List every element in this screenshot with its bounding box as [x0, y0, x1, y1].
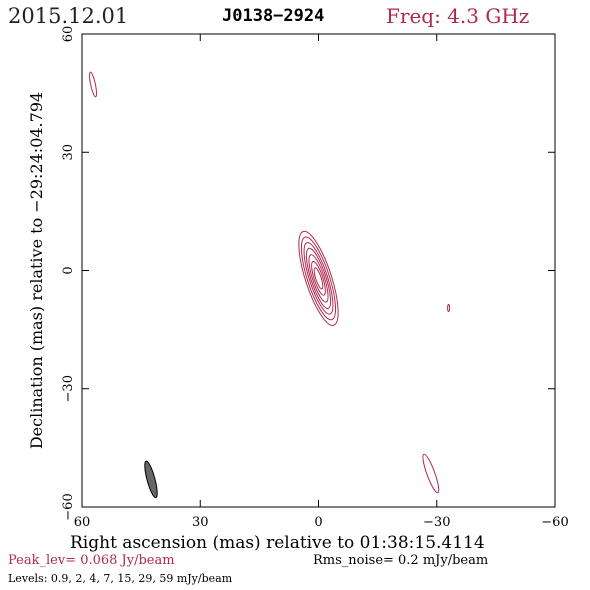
core-contour: [308, 254, 329, 303]
source-name: J0138−2924: [222, 6, 325, 26]
x-tick-label: 0: [314, 515, 322, 530]
core-contour: [313, 267, 324, 290]
x-tick-label: 30: [192, 515, 209, 530]
core-contour: [305, 247, 332, 309]
feature-contour: [89, 71, 98, 98]
frequency-label: Freq: 4.3 GHz: [386, 4, 530, 28]
y-axis-label: Declination (mas) relative to −29:24:04.…: [27, 92, 46, 449]
peak-level: Peak_lev= 0.068 Jy/beam: [8, 553, 175, 568]
feature-contour: [422, 453, 440, 494]
core-contour: [300, 236, 337, 321]
y-tick-label: 60: [61, 26, 76, 43]
y-tick-label: −60: [61, 493, 76, 520]
x-tick-label: −60: [541, 515, 568, 530]
beam-ellipse: [144, 460, 158, 499]
y-tick-label: 30: [61, 144, 76, 161]
core-contour: [303, 242, 334, 315]
x-tick-label: 60: [74, 515, 91, 530]
x-axis-label: Right ascension (mas) relative to 01:38:…: [70, 533, 485, 553]
feature-contour: [447, 303, 451, 312]
rms-noise: Rms_noise= 0.2 mJy/beam: [313, 553, 489, 568]
contour-levels: Levels: 0.9, 2, 4, 7, 15, 29, 59 mJy/bea…: [8, 572, 233, 585]
observation-date: 2015.12.01: [8, 4, 129, 28]
y-tick-label: 0: [61, 266, 76, 274]
y-tick-label: −30: [61, 375, 76, 402]
core-contour: [298, 230, 339, 326]
x-tick-label: −30: [423, 515, 450, 530]
core-contour: [311, 260, 326, 296]
